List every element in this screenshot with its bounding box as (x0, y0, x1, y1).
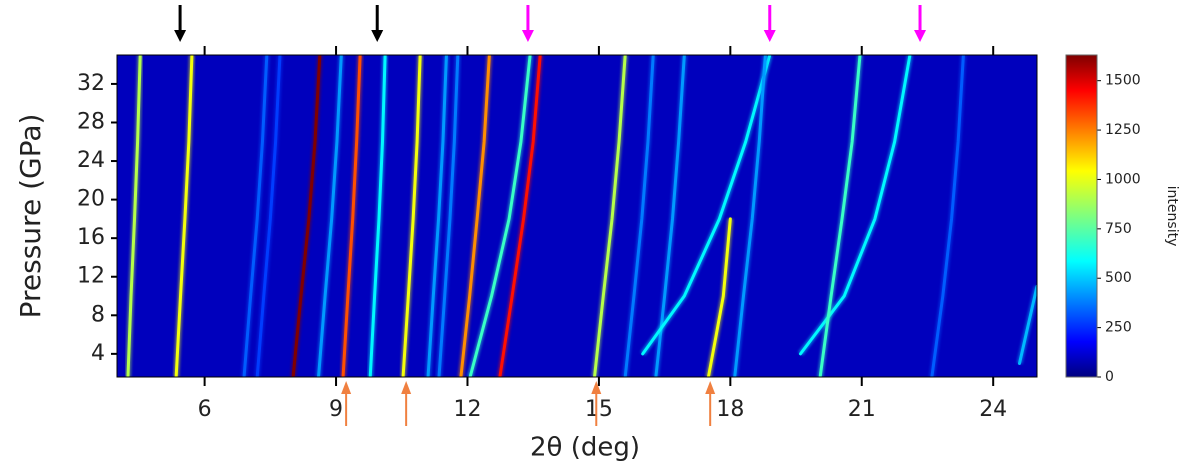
diffraction-line (242, 55, 269, 377)
diffraction-line (317, 55, 343, 377)
plot-frame (116, 54, 1038, 378)
y-tick-label: 8 (91, 302, 105, 327)
arrow-marker (174, 5, 187, 42)
x-tick-label: 9 (329, 397, 343, 422)
diffraction-line (126, 55, 142, 377)
diffraction-line (255, 55, 282, 377)
arrow-marker (763, 5, 776, 42)
colorbar-tick-label: 0 (1105, 369, 1114, 385)
arrow-head (401, 381, 412, 394)
diffraction-line (341, 55, 362, 377)
arrow-head (763, 30, 776, 42)
arrow-marker (341, 381, 352, 426)
diffraction-line (706, 217, 732, 377)
x-tick-label: 6 (198, 397, 212, 422)
arrow-head (174, 30, 187, 42)
arrow-marker (914, 5, 927, 42)
diffraction-line (401, 55, 422, 377)
colorbar-tick-label: 250 (1105, 320, 1132, 336)
y-tick-label: 28 (77, 109, 105, 134)
arrow-head (705, 381, 716, 394)
colorbar-tick-label: 1000 (1105, 171, 1141, 187)
diffraction-line (368, 55, 387, 377)
colorbar-tick-label: 750 (1105, 221, 1132, 237)
arrow-head (341, 381, 352, 394)
arrow-head (914, 30, 927, 42)
y-tick-label: 24 (77, 148, 105, 173)
diffraction-line (291, 55, 322, 377)
x-tick-label: 12 (453, 397, 481, 422)
colorbar-tick-label: 1500 (1105, 73, 1141, 89)
colorbar-label: intensity (1164, 186, 1180, 247)
diffraction-line (733, 55, 767, 377)
arrow-head (371, 30, 384, 42)
diffraction-line (930, 55, 965, 377)
diffraction-line (1017, 284, 1037, 366)
diffraction-line (498, 55, 542, 377)
diffraction-line (459, 55, 491, 377)
colorbar (1066, 55, 1097, 377)
arrow-marker (401, 381, 412, 426)
y-tick-label: 16 (77, 225, 105, 250)
x-tick-label: 21 (848, 397, 876, 422)
y-tick-label: 20 (77, 187, 105, 212)
arrow-marker (371, 5, 384, 42)
x-tick-label: 18 (716, 397, 744, 422)
y-tick-label: 12 (77, 264, 105, 289)
diffraction-line (468, 55, 532, 377)
x-tick-label: 15 (585, 397, 613, 422)
diffraction-line (174, 55, 194, 377)
colorbar-tick-label: 500 (1105, 270, 1132, 286)
colorbar-tick-label: 1250 (1105, 122, 1141, 138)
diffraction-line (437, 55, 460, 377)
arrow-marker (521, 5, 534, 42)
arrow-marker (591, 381, 602, 426)
y-tick-label: 4 (91, 341, 105, 366)
arrow-marker (705, 381, 716, 426)
diffraction-line (623, 55, 655, 377)
colorbar-frame (1065, 54, 1098, 378)
diffraction-line (426, 55, 448, 377)
x-tick-label: 24 (979, 397, 1007, 422)
y-tick-label: 32 (77, 71, 105, 96)
heatmap-traces (124, 55, 1037, 377)
y-axis-label: Pressure (GPa) (14, 114, 47, 319)
arrow-head (521, 30, 534, 42)
diffraction-line (593, 55, 627, 377)
diffraction-line (818, 55, 862, 377)
diffraction-line (641, 55, 772, 356)
x-axis-label: 2θ (deg) (530, 433, 640, 463)
arrow-head (591, 381, 602, 394)
